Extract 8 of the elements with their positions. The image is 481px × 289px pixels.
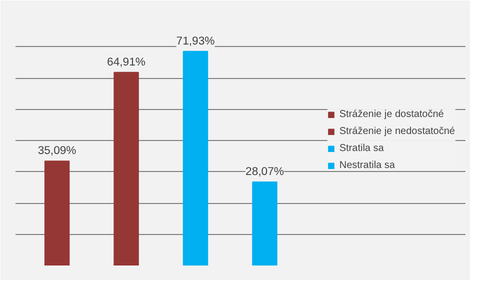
legend-label: Stratila sa [339, 143, 384, 154]
data-label: 64,91% [107, 56, 146, 68]
data-label: 28,07% [246, 166, 284, 178]
legend-label: Stráženie je dostatočné [339, 109, 444, 120]
data-label: 35,09% [38, 145, 76, 158]
data-label: 71,93% [176, 35, 215, 48]
legend-label: Stráženie je nedostatočné [339, 126, 455, 137]
legend-label: Nestratila sa [339, 160, 395, 171]
